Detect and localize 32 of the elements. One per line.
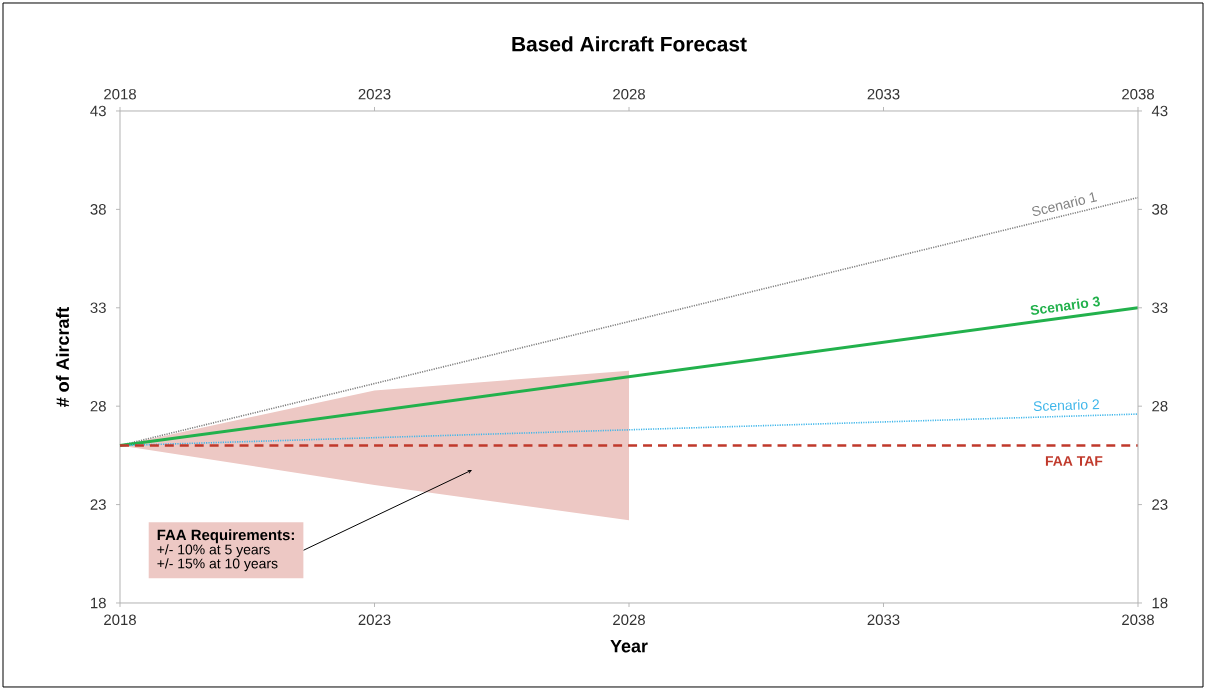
- annotation: FAA Requirements:: [157, 529, 294, 544]
- x2-tick-label: 2033: [867, 88, 900, 100]
- x2-tick-label: 2028: [613, 88, 645, 100]
- chart-title: Based Aircraft Forecast: [512, 36, 747, 52]
- annotation: +/- 10% at 5 years: [157, 544, 270, 558]
- text: Scenario 1: [1032, 192, 1097, 216]
- annotation: +/- 15% at 10 years: [157, 558, 278, 572]
- y-axis-title: # of Aircraft: [55, 306, 70, 407]
- x-tick-label: 2023: [358, 614, 391, 626]
- y-tick-label: 43: [90, 105, 106, 117]
- x-tick-label: 2018: [104, 614, 136, 626]
- y2-tick-label: 43: [1151, 105, 1168, 117]
- x2-tick-label: 2038: [1122, 88, 1154, 100]
- y-tick-label: 28: [90, 400, 106, 412]
- series-label: Scenario 2: [1033, 399, 1100, 412]
- y2-tick-label: 18: [1152, 597, 1168, 609]
- y-tick-label: 18: [91, 597, 106, 609]
- x-tick-label: 2028: [613, 614, 645, 626]
- x2-tick-label: 2018: [104, 88, 136, 100]
- x-tick-label: 2038: [1122, 614, 1154, 626]
- y2-tick-label: 33: [1152, 302, 1168, 314]
- y2-tick-label: 38: [1152, 204, 1168, 215]
- x-tick-label: 2033: [867, 614, 900, 626]
- y2-tick-label: 23: [1152, 499, 1168, 510]
- x2-tick-label: 2023: [358, 88, 391, 100]
- y2-tick-label: 28: [1152, 400, 1168, 412]
- y-tick-label: 33: [90, 302, 106, 314]
- y-tick-label: 23: [90, 499, 106, 510]
- text: Scenario 3: [1030, 296, 1100, 315]
- series-label: FAA TAF: [1045, 456, 1103, 466]
- y-tick-label: 38: [90, 204, 106, 215]
- x-axis-title: Year: [610, 639, 648, 653]
